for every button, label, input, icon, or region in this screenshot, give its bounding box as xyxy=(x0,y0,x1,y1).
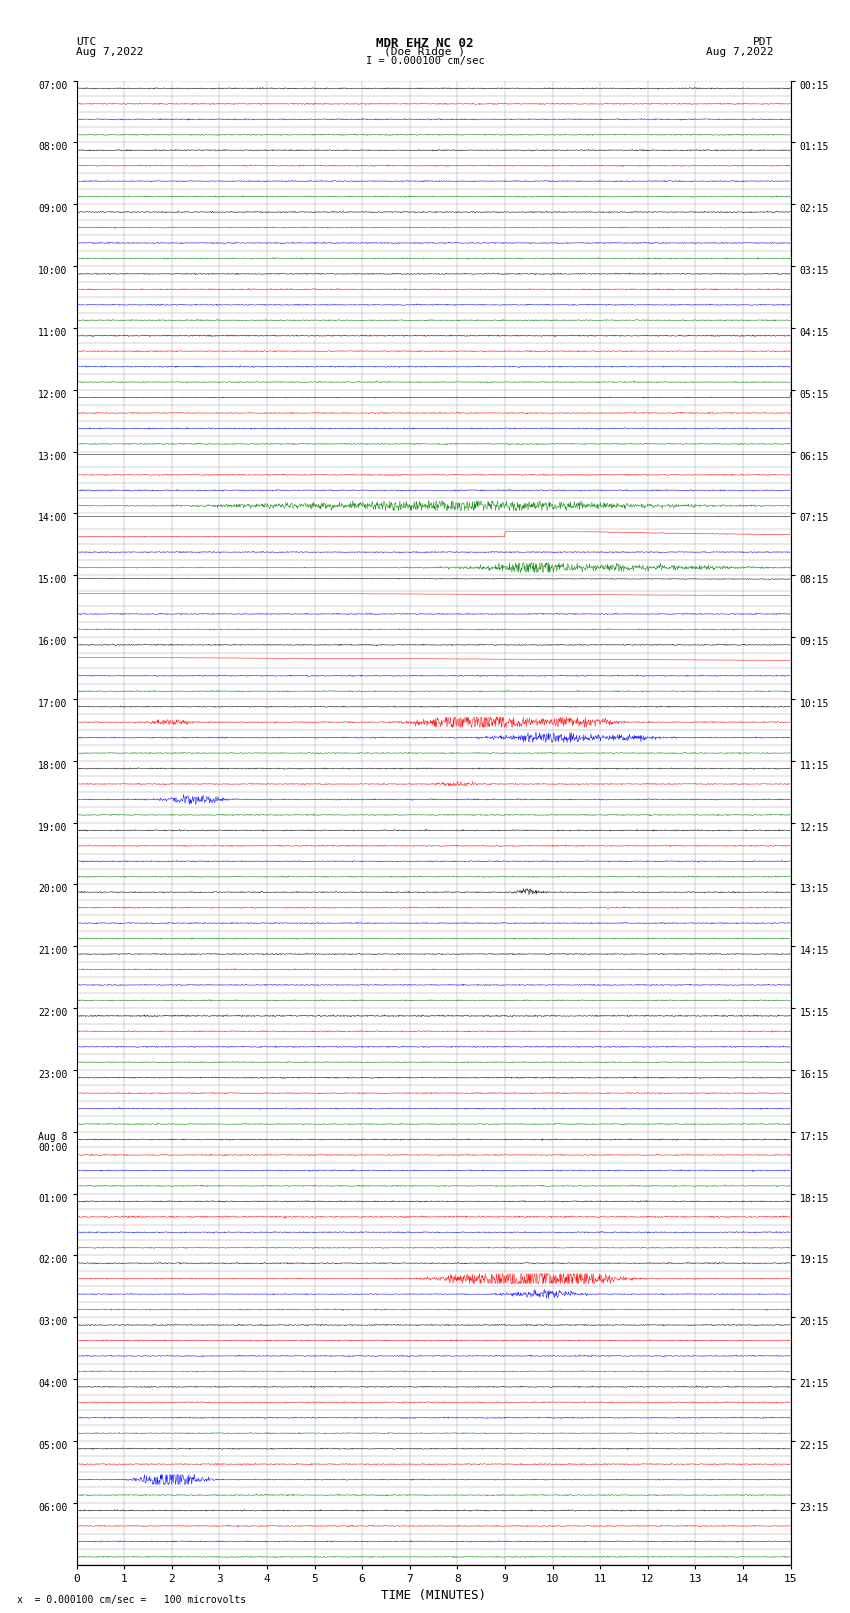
Text: x  = 0.000100 cm/sec =   100 microvolts: x = 0.000100 cm/sec = 100 microvolts xyxy=(17,1595,246,1605)
Text: Aug 7,2022: Aug 7,2022 xyxy=(706,47,774,56)
Text: PDT: PDT xyxy=(753,37,774,47)
Text: UTC: UTC xyxy=(76,37,97,47)
Text: (Doe Ridge ): (Doe Ridge ) xyxy=(384,47,466,56)
X-axis label: TIME (MINUTES): TIME (MINUTES) xyxy=(381,1589,486,1602)
Text: I = 0.000100 cm/sec: I = 0.000100 cm/sec xyxy=(366,56,484,66)
Text: MDR EHZ NC 02: MDR EHZ NC 02 xyxy=(377,37,473,50)
Text: Aug 7,2022: Aug 7,2022 xyxy=(76,47,144,56)
